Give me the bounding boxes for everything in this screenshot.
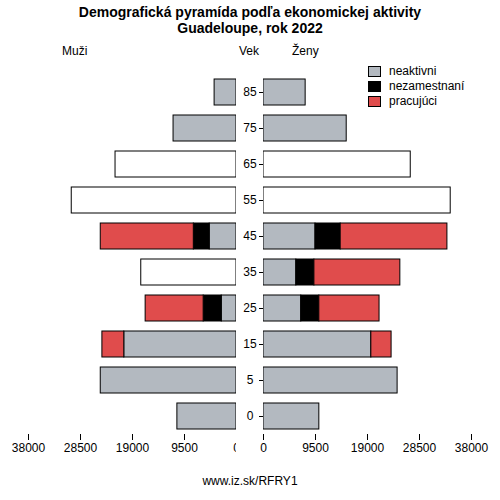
svg-text:75: 75 bbox=[243, 121, 257, 135]
html-text:www.iz.sk/RFRY1: www.iz.sk/RFRY1 bbox=[202, 474, 298, 488]
svg-text:25: 25 bbox=[243, 301, 257, 315]
svg-text:28500: 28500 bbox=[64, 441, 98, 455]
svg-text:5: 5 bbox=[247, 373, 254, 387]
html-text:neaktivni: neaktivni bbox=[389, 64, 437, 78]
svg-text:15: 15 bbox=[243, 337, 257, 351]
svg-text:38000: 38000 bbox=[12, 441, 46, 455]
html-text:nezamestnaní: nezamestnaní bbox=[389, 79, 465, 93]
html-text:Vek: Vek bbox=[239, 44, 259, 58]
svg-text:65: 65 bbox=[243, 157, 257, 171]
svg-text:9500: 9500 bbox=[302, 441, 329, 455]
svg-text:19000: 19000 bbox=[116, 441, 150, 455]
html-text:pracujúci: pracujúci bbox=[389, 94, 437, 108]
svg-text:0: 0 bbox=[247, 409, 254, 423]
html-text:Muži: Muži bbox=[62, 44, 88, 58]
svg-text:55: 55 bbox=[243, 193, 257, 207]
svg-text:35: 35 bbox=[243, 265, 257, 279]
svg-text:38000: 38000 bbox=[455, 441, 489, 455]
svg-text:9500: 9500 bbox=[171, 441, 198, 455]
svg-text:28500: 28500 bbox=[403, 441, 437, 455]
svg-text:85: 85 bbox=[243, 85, 257, 99]
svg-text:0: 0 bbox=[260, 441, 267, 455]
html-text:Demografická pyramída podľa ek: Demografická pyramída podľa ekonomickej … bbox=[78, 4, 422, 36]
svg-text:45: 45 bbox=[243, 229, 257, 243]
svg-text:19000: 19000 bbox=[351, 441, 385, 455]
html-text:Ženy: Ženy bbox=[292, 44, 319, 58]
